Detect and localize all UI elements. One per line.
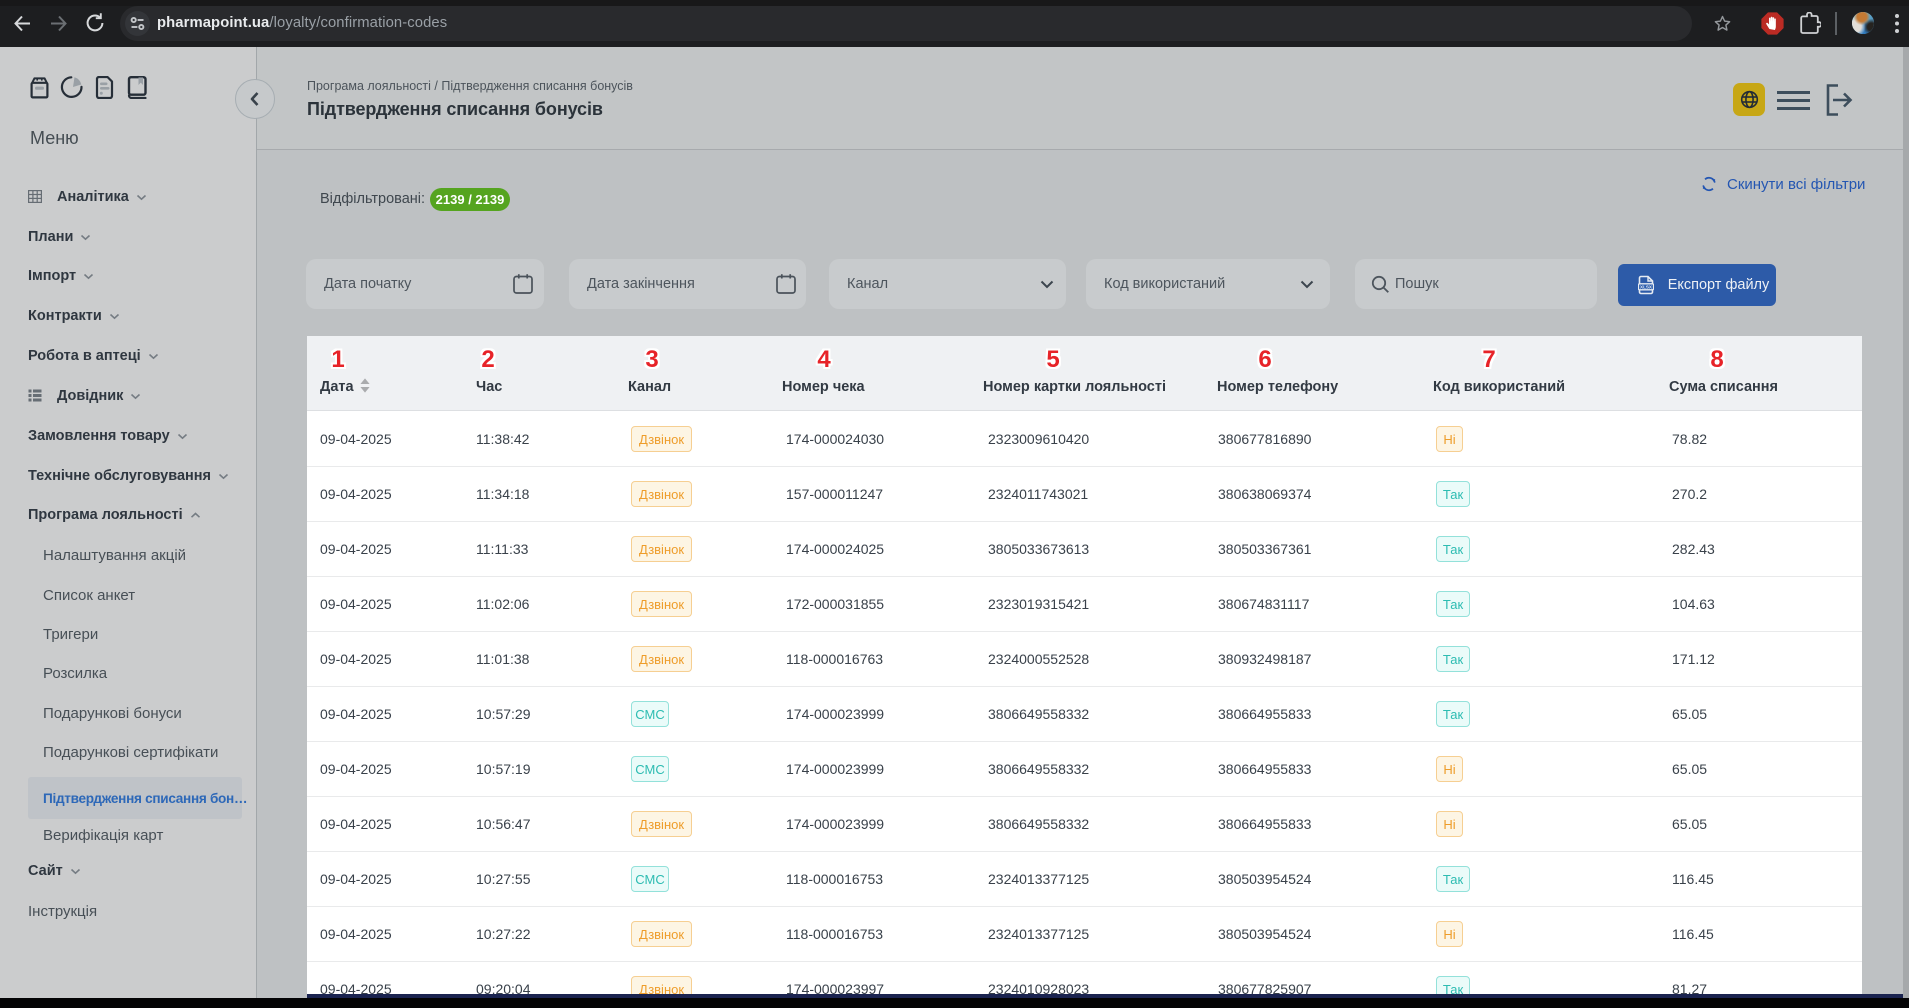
svg-text:XLSX: XLSX <box>1640 285 1653 290</box>
